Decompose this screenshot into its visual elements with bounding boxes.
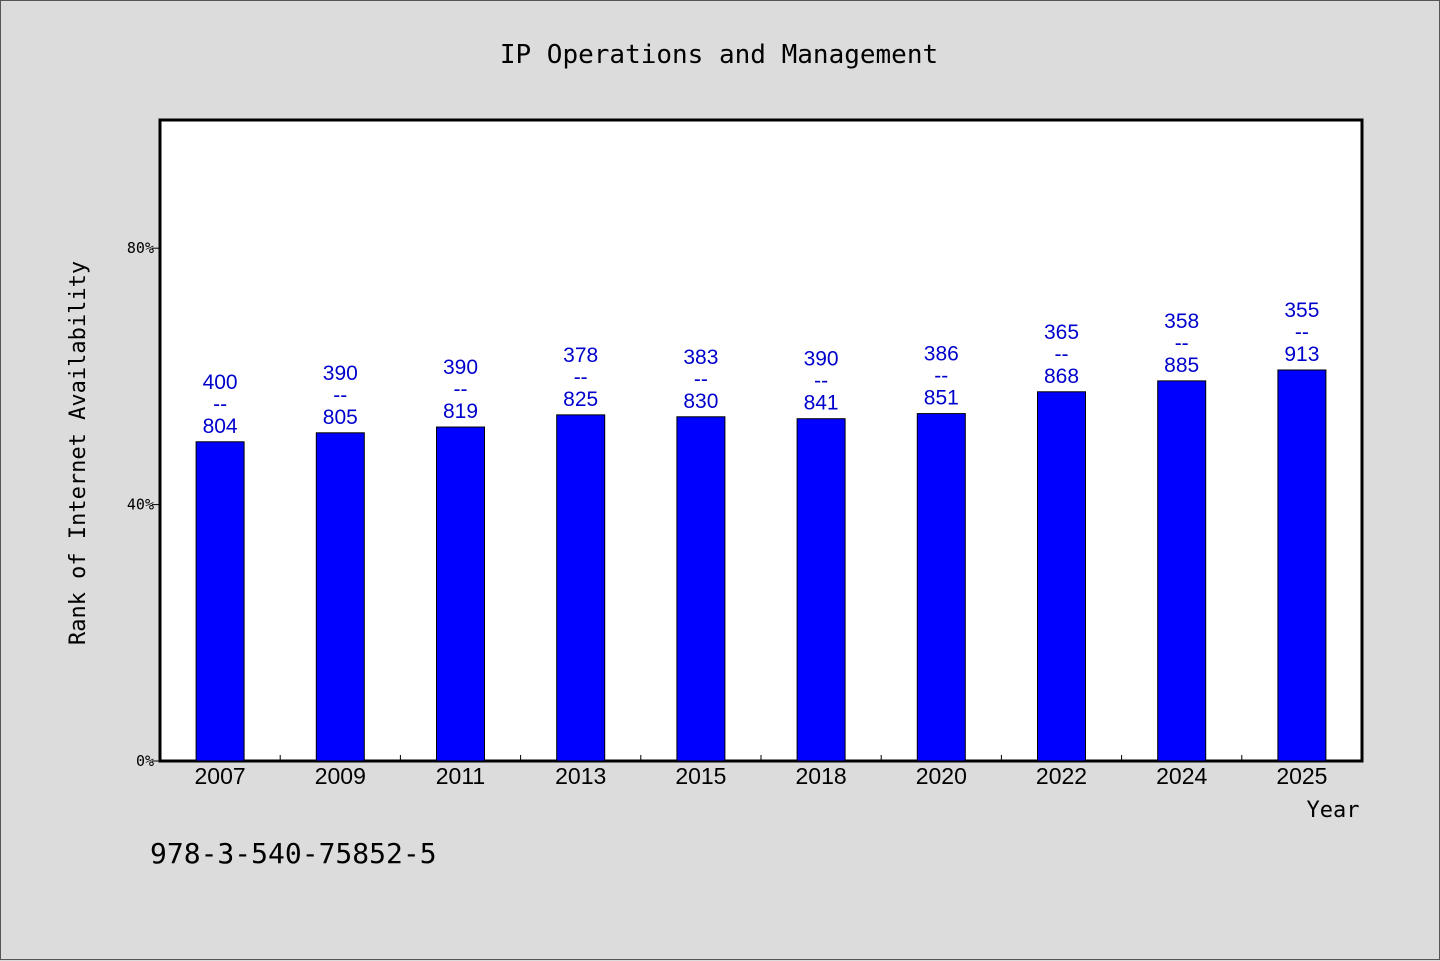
x-tick-label-2022: 2022 [1036, 763, 1087, 789]
data-label-top-2011: 390 [443, 356, 478, 379]
data-label-top-2009: 390 [323, 362, 358, 385]
y-tick-label-40: 40% [127, 496, 154, 514]
bar-2007 [195, 441, 245, 762]
x-tick-label-2020: 2020 [916, 763, 967, 789]
data-labels: 804--400805--390819--390825--378830--383… [203, 299, 1320, 438]
data-label-top-2024: 358 [1164, 310, 1199, 333]
data-label-separator-2022: -- [1055, 343, 1069, 366]
data-label-separator-2024: -- [1175, 332, 1189, 355]
data-label-separator-2015: -- [694, 368, 708, 391]
data-label-bottom-2018: 841 [804, 392, 839, 415]
x-tick-label-2013: 2013 [555, 763, 606, 789]
y-axis-title: Rank of Internet Availability [66, 261, 91, 645]
data-label-top-2007: 400 [203, 371, 238, 394]
bar-2018 [796, 418, 846, 762]
bar-2024 [1157, 380, 1207, 762]
data-label-bottom-2022: 868 [1044, 365, 1079, 388]
x-tick-label-2024: 2024 [1156, 763, 1207, 789]
data-label-top-2020: 386 [924, 343, 959, 366]
x-tick-label-2011: 2011 [436, 763, 485, 789]
bars [195, 369, 1327, 762]
data-label-bottom-2009: 805 [323, 406, 358, 429]
data-label-bottom-2015: 830 [683, 390, 718, 413]
y-axis-ticks: 0% 40% 80% [127, 239, 160, 770]
x-axis-ticks: 2007 2009 2011 2013 2015 2018 2020 2022 2024 2025 [195, 755, 1327, 789]
bar-2011 [436, 426, 485, 762]
bar-2015 [676, 416, 726, 762]
data-label-top-2022: 365 [1044, 321, 1079, 344]
data-label-separator-2020: -- [934, 365, 948, 388]
data-label-separator-2018: -- [814, 370, 828, 393]
data-label-top-2015: 383 [683, 346, 718, 369]
data-label-bottom-2024: 885 [1164, 354, 1199, 377]
data-label-top-2018: 390 [804, 348, 839, 371]
bar-2009 [315, 432, 365, 762]
x-tick-label-2009: 2009 [315, 763, 366, 789]
data-label-top-2013: 378 [563, 344, 598, 367]
x-tick-label-2025: 2025 [1276, 763, 1327, 789]
data-label-separator-2011: -- [454, 378, 468, 401]
x-tick-label-2015: 2015 [675, 763, 726, 789]
bar-2025 [1277, 369, 1327, 762]
chart-title: IP Operations and Management [500, 40, 938, 70]
y-tick-label-80: 80% [127, 239, 154, 257]
data-label-separator-2007: -- [213, 393, 227, 416]
data-label-bottom-2007: 804 [203, 415, 238, 438]
x-tick-label-2018: 2018 [796, 763, 847, 789]
data-label-bottom-2025: 913 [1284, 343, 1319, 366]
x-tick-label-2007: 2007 [195, 763, 246, 789]
isbn-footnote: 978-3-540-75852-5 [150, 837, 437, 870]
x-axis-title: Year [1307, 798, 1360, 823]
data-label-bottom-2020: 851 [924, 387, 959, 410]
data-label-separator-2013: -- [574, 366, 588, 389]
data-label-bottom-2011: 819 [443, 400, 478, 423]
bar-2022 [1037, 391, 1086, 762]
bar-2013 [556, 414, 606, 762]
bar-2020 [916, 413, 966, 762]
y-tick-label-0: 0% [136, 752, 154, 770]
data-label-top-2025: 355 [1284, 299, 1319, 322]
data-label-bottom-2013: 825 [563, 388, 598, 411]
data-label-separator-2025: -- [1295, 321, 1309, 344]
data-label-separator-2009: -- [333, 384, 347, 407]
